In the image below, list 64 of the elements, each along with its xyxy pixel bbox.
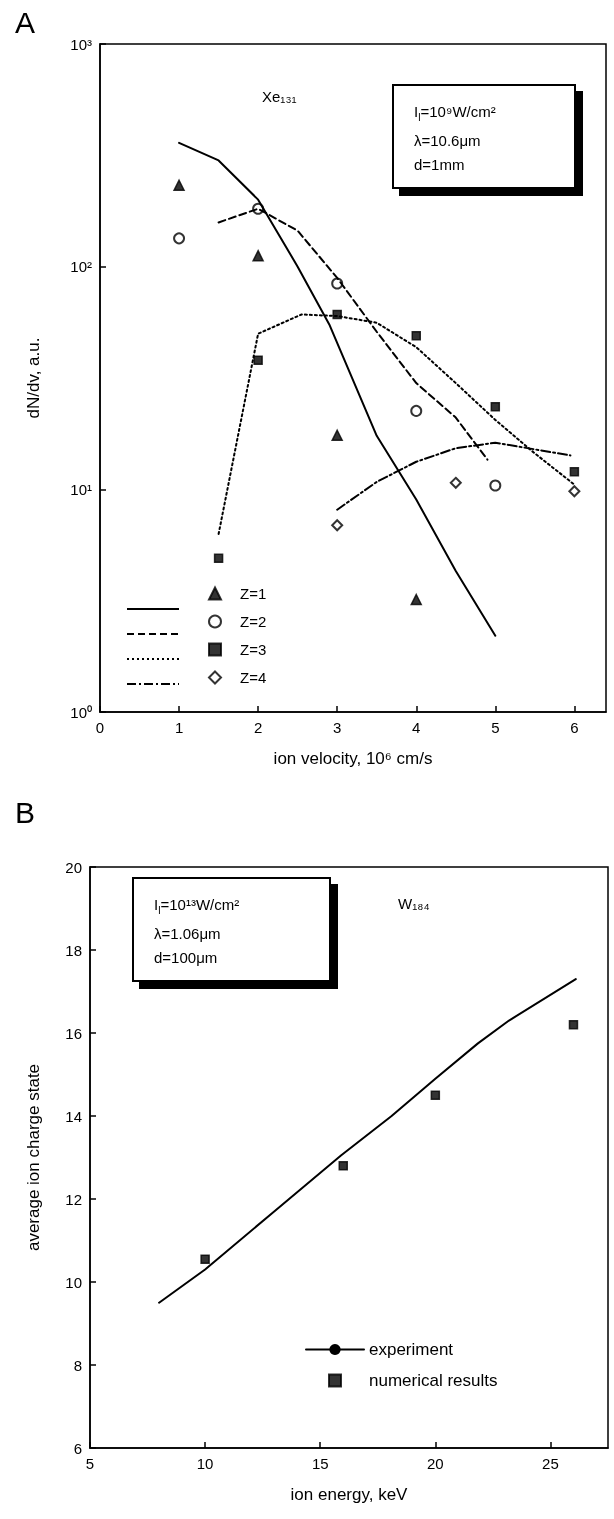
y-axis-title: dN/dv, a.u.: [24, 337, 43, 419]
point: [449, 476, 462, 489]
annotation: I$_{l}$=10¹³W/cm²: [154, 895, 241, 918]
point: [173, 232, 186, 245]
x-tick-label: 25: [542, 1455, 559, 1472]
x-tick-label: 10: [196, 1455, 214, 1472]
y-tick-label: 10⁰: [70, 703, 92, 721]
annotation: d=1mm: [414, 155, 466, 175]
y-tick-label: 20: [65, 858, 82, 876]
x-tick-label: 20: [426, 1455, 444, 1472]
annotation: I$_{l}$=10⁹W/cm²: [414, 102, 497, 125]
x-axis-title: ion energy, keV: [290, 1485, 409, 1504]
point: [411, 330, 421, 341]
y-tick-label: 8: [73, 1356, 82, 1374]
point: [568, 1019, 579, 1030]
legend-label: Z=4: [240, 669, 267, 686]
y-tick-label: 10²: [70, 258, 92, 276]
x-tick-label: 0: [95, 719, 105, 736]
line-series: [158, 978, 577, 1304]
point: [213, 553, 224, 564]
legend-label: Z=1: [240, 585, 267, 602]
y-tick-label: 12: [65, 1190, 82, 1208]
annotation: d=100μm: [154, 948, 219, 968]
x-tick-label: 5: [491, 719, 500, 736]
annotation: W₁₈₄: [398, 895, 430, 912]
x-tick-label: 6: [570, 719, 579, 736]
point: [410, 593, 422, 606]
point: [568, 485, 581, 498]
point: [410, 404, 423, 417]
chart-title: A: [15, 5, 36, 39]
x-tick-label: 3: [333, 719, 342, 736]
point: [331, 519, 344, 532]
legend-label: numerical results: [369, 1371, 498, 1390]
y-tick-label: 10¹: [70, 480, 92, 498]
point: [253, 355, 263, 365]
y-tick-label: 6: [73, 1439, 82, 1457]
point: [569, 466, 580, 477]
point: [200, 1254, 210, 1264]
y-tick-label: 10: [65, 1273, 82, 1291]
annotation: λ=1.06μm: [154, 924, 222, 944]
point: [338, 1161, 348, 1171]
x-tick-label: 4: [412, 719, 421, 736]
point: [331, 429, 343, 441]
annotation: λ=10.6μm: [414, 131, 482, 151]
point: [489, 479, 502, 492]
point: [490, 401, 501, 412]
y-tick-label: 10³: [70, 35, 92, 53]
point: [252, 249, 264, 262]
y-axis-title: average ion charge state: [24, 1063, 43, 1252]
x-axis-title: ion velocity, 10⁶ cm/s: [273, 749, 433, 768]
x-tick-label: 1: [174, 719, 184, 736]
x-tick-label: 2: [253, 719, 263, 736]
x-tick-label: 5: [85, 1455, 95, 1472]
point: [430, 1090, 441, 1100]
y-tick-label: 14: [65, 1107, 82, 1125]
x-tick-label: 15: [311, 1455, 329, 1472]
annotation: Xe₁₃₁: [262, 88, 297, 105]
legend-label: Z=2: [240, 613, 267, 630]
y-tick-label: 16: [65, 1024, 82, 1042]
legend-label: Z=3: [240, 641, 267, 658]
point: [173, 179, 185, 192]
y-tick-label: 18: [65, 941, 82, 959]
chart-title: B: [15, 795, 36, 829]
legend-label: experiment: [369, 1340, 454, 1359]
